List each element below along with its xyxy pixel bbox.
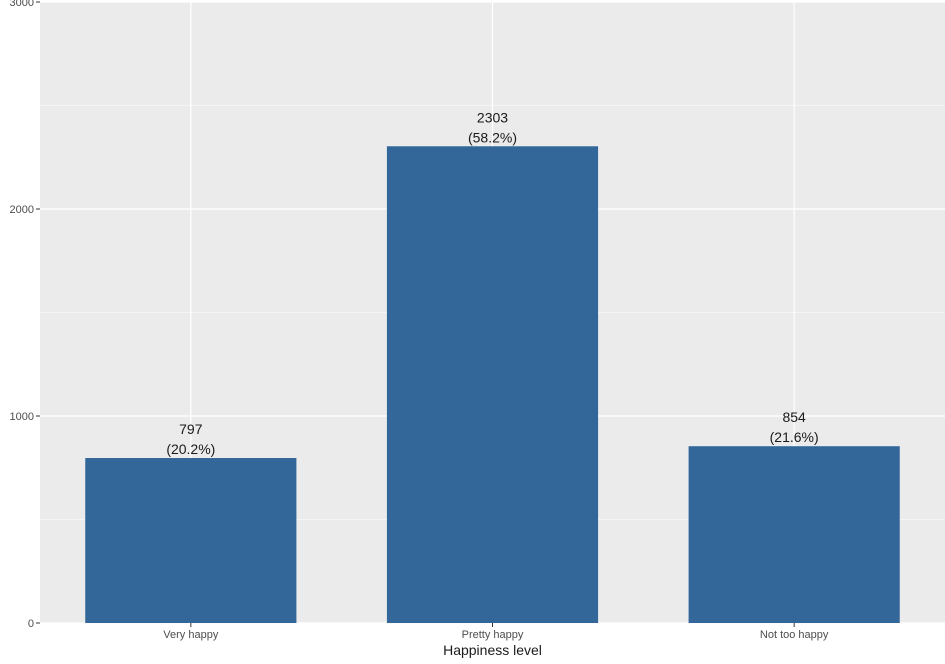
bar-labels: 797 (20.2%) 2303 (58.2%) 854 (21.6%) bbox=[166, 109, 818, 457]
bar-not-too-happy bbox=[688, 446, 900, 623]
bar-percent-label: (20.2%) bbox=[166, 441, 215, 457]
x-axis: Very happy Pretty happy Not too happy bbox=[163, 623, 829, 641]
bar-count-label: 854 bbox=[782, 409, 806, 425]
y-axis: 0 1000 2000 3000 bbox=[10, 0, 40, 630]
y-tick-label: 3000 bbox=[10, 0, 34, 9]
y-tick-label: 2000 bbox=[10, 204, 34, 216]
x-tick-label: Very happy bbox=[163, 629, 219, 641]
bar-percent-label: (21.6%) bbox=[770, 429, 819, 445]
bars bbox=[85, 146, 900, 624]
bar-very-happy bbox=[85, 458, 297, 623]
bar-count-label: 2303 bbox=[477, 109, 508, 125]
x-axis-title: Happiness level bbox=[443, 642, 542, 658]
bar-percent-label: (58.2%) bbox=[468, 129, 517, 145]
y-tick-label: 1000 bbox=[10, 411, 34, 423]
bar-count-label: 797 bbox=[179, 421, 203, 437]
x-tick-label: Pretty happy bbox=[462, 629, 524, 641]
y-tick-label: 0 bbox=[28, 618, 34, 630]
bar-pretty-happy bbox=[386, 146, 599, 624]
x-tick-label: Not too happy bbox=[760, 629, 829, 641]
